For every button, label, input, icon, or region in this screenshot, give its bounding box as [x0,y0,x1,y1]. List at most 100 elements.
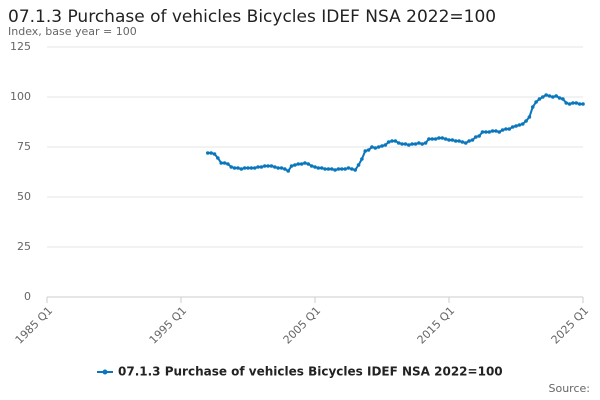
x-tick-label: 1995 Q1 [147,304,190,347]
data-point [209,151,213,155]
data-point [500,128,505,132]
x-tick-label: 2005 Q1 [281,304,324,347]
data-point [393,139,398,143]
data-point [326,167,331,171]
data-point [226,162,230,166]
data-point [336,167,341,171]
y-tick-label: 25 [17,240,31,253]
data-point [256,165,260,169]
data-point [430,137,435,141]
data-point [279,166,284,170]
data-point [554,94,558,98]
data-point [561,97,565,101]
data-point [313,165,317,169]
data-point [484,130,488,134]
data-point [551,95,555,99]
x-tick-label: 2025 Q1 [549,304,592,347]
chart-subtitle: Index, base year = 100 [8,25,137,38]
data-point [571,101,575,105]
data-point [453,139,458,143]
data-point [433,137,438,141]
data-point [470,138,475,142]
data-point [427,137,431,141]
data-point [480,130,485,134]
data-point [510,125,515,129]
data-point [276,166,280,170]
data-point [303,161,307,165]
data-point [577,102,582,106]
data-point [219,161,223,165]
data-point [323,167,327,171]
data-point [286,169,291,173]
data-point [356,163,361,167]
data-point [299,162,304,166]
data-point [564,101,569,105]
data-point [340,167,344,171]
data-point [467,139,471,143]
data-point [507,127,512,131]
data-point [380,144,384,148]
data-point [289,164,294,168]
legend-text: 07.1.3 Purchase of vehicles Bicycles IDE… [118,365,503,379]
data-point [252,166,257,170]
data-point [266,164,270,168]
data-point [524,119,528,123]
data-point [514,124,518,128]
data-point [246,166,250,170]
y-tick-label: 50 [17,190,31,203]
series-line [207,93,583,173]
data-point [450,138,455,142]
data-point [557,96,562,100]
data-point [403,142,408,146]
data-point [390,139,394,143]
data-point [581,102,585,106]
data-point [574,101,579,105]
data-point [527,115,532,119]
data-point [474,135,478,139]
x-tick-label: 2015 Q1 [415,304,458,347]
data-point [232,166,237,170]
data-point [239,167,244,171]
data-point [212,152,217,156]
data-point [534,100,538,104]
data-point [273,165,277,169]
data-point [343,167,347,171]
data-point [363,149,368,153]
data-point [517,123,522,127]
data-point [437,136,441,140]
data-point [497,130,502,134]
data-point [420,142,425,146]
data-point [457,139,461,143]
data-point [373,146,378,150]
data-point [350,167,354,171]
data-point [537,97,542,101]
data-point [229,165,234,169]
chart-title: 07.1.3 Purchase of vehicles Bicycles IDE… [8,7,496,27]
data-point [413,142,418,146]
data-point [283,167,287,171]
data-point [249,166,254,170]
data-point [306,162,311,166]
y-tick-label: 0 [24,290,31,303]
data-point [296,162,301,166]
data-point [269,164,274,168]
data-point [440,136,445,140]
data-point [547,94,552,98]
data-point [206,151,210,155]
data-point [400,142,404,146]
data-point [494,129,498,133]
data-point [423,141,428,145]
data-point [366,148,371,152]
x-tick-label: 1985 Q1 [13,304,56,347]
data-point [410,142,414,146]
data-point [262,164,267,168]
data-point [309,164,314,168]
data-point [346,166,351,170]
data-point [396,141,401,145]
data-point [477,134,481,138]
data-point [319,166,324,170]
data-point [443,137,448,141]
data-point [236,166,240,170]
data-point [360,157,364,161]
